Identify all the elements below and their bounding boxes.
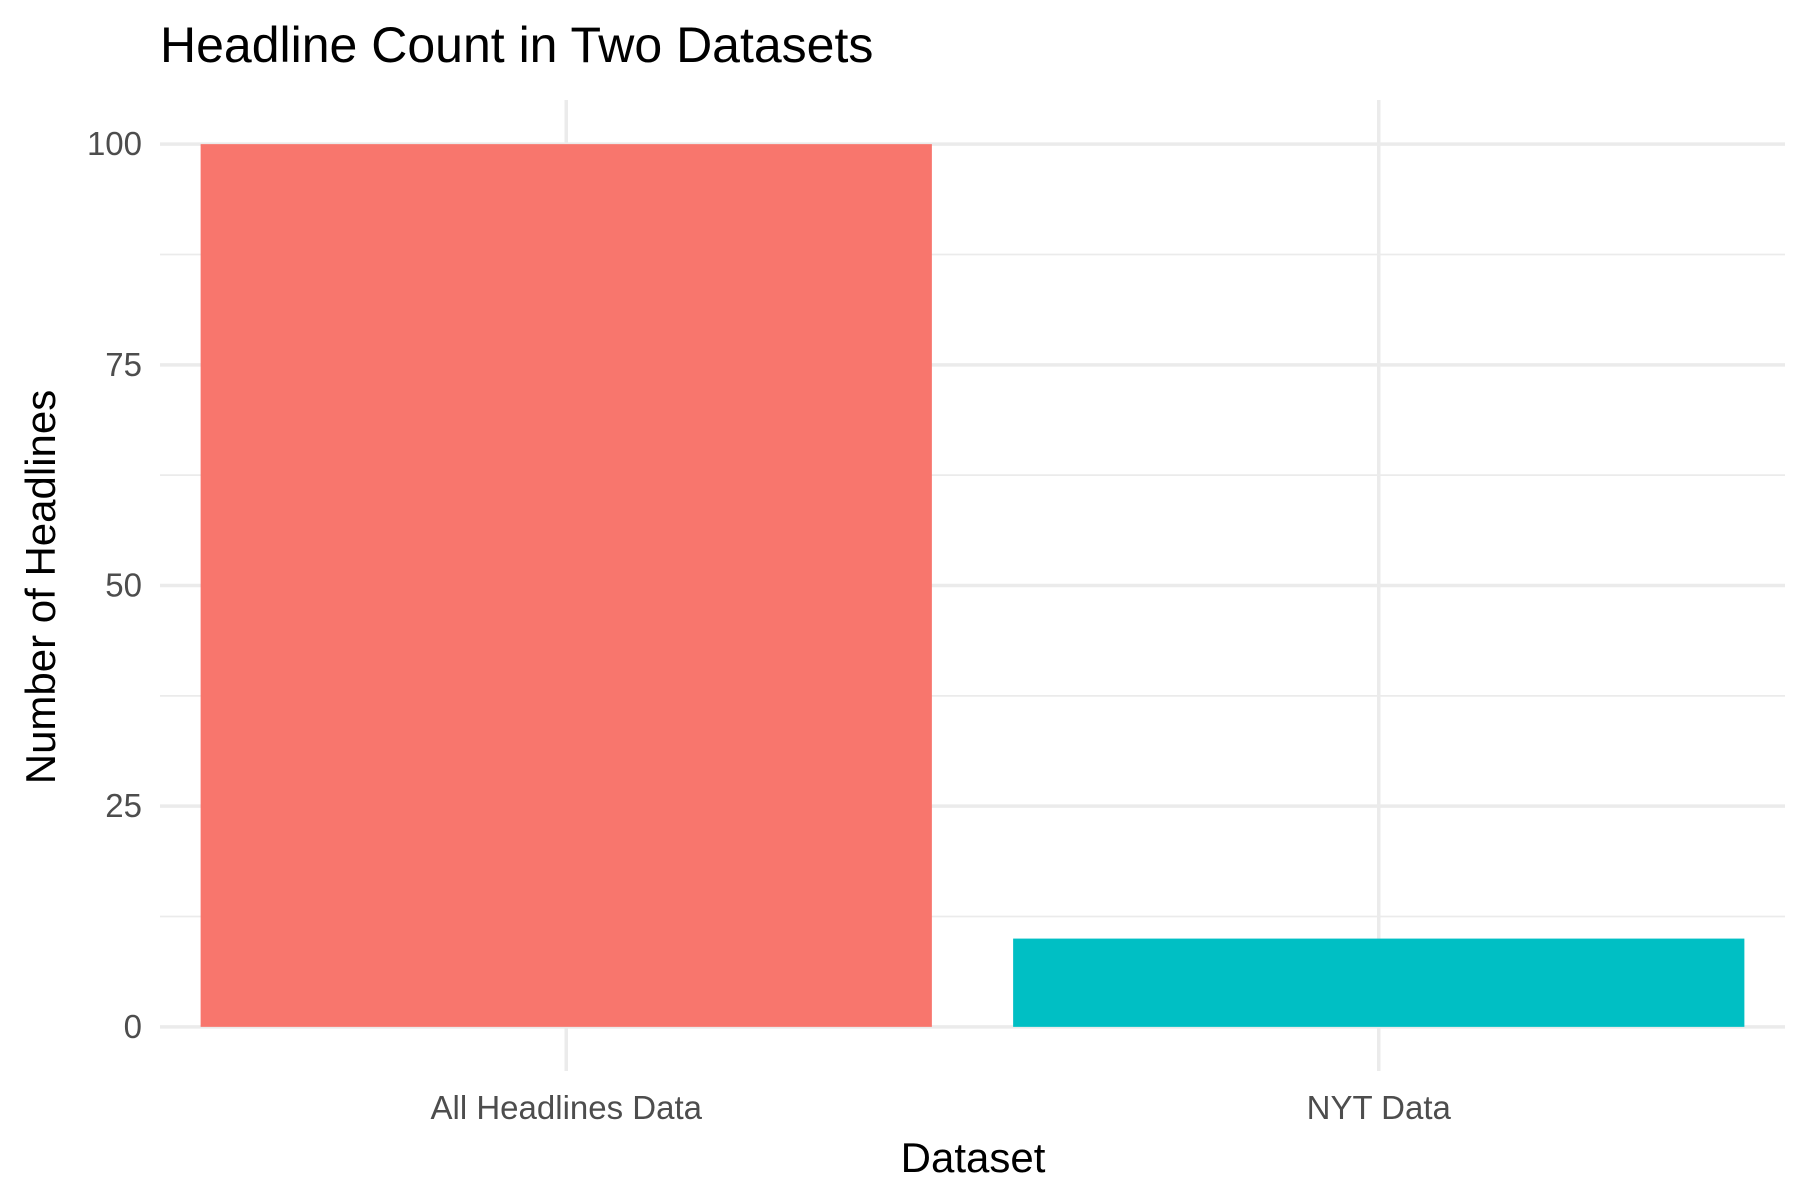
bars [200,144,1745,1027]
y-tick-label: 25 [105,787,142,824]
y-tick-label: 100 [87,125,142,162]
bar-0 [200,144,932,1027]
y-axis-title: Number of Headlines [17,390,64,785]
bar-1 [1013,938,1745,1027]
x-axis-tick-labels: All Headlines Data NYT Data [431,1089,1452,1126]
y-tick-label: 75 [105,346,142,383]
x-axis-title: Dataset [901,1134,1046,1181]
y-tick-label: 0 [124,1008,142,1045]
x-tick-label: All Headlines Data [431,1089,703,1126]
y-axis-tick-labels: 0 25 50 75 100 [87,125,142,1045]
chart-title: Headline Count in Two Datasets [160,17,873,73]
y-tick-label: 50 [105,567,142,604]
x-tick-label: NYT Data [1307,1089,1452,1126]
